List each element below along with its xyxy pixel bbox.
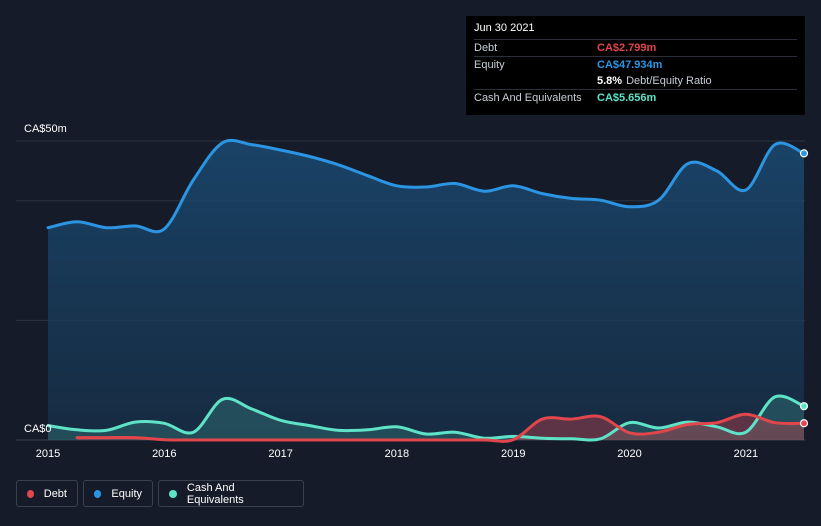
- y-axis-bottom-label: CA$0: [24, 423, 52, 435]
- x-tick-2016: 2016: [152, 448, 176, 460]
- x-tick-2015: 2015: [36, 448, 60, 460]
- debt-line: [75, 412, 806, 443]
- x-tick-2017: 2017: [268, 448, 292, 460]
- series-end-markers: [799, 149, 809, 428]
- tooltip-ratio-value: 5.8%: [597, 75, 623, 87]
- tooltip-ratio-row: 5.8% Debt/Equity Ratio: [474, 73, 797, 89]
- cash-dot-icon: [169, 489, 177, 498]
- tooltip-equity-label: Equity: [474, 59, 505, 71]
- legend-equity-label: Equity: [111, 487, 142, 500]
- tooltip-debt-label: Debt: [474, 42, 498, 54]
- debt-end-marker: [799, 419, 809, 428]
- x-tick-2018: 2018: [385, 448, 409, 460]
- data-tooltip: Jun 30 2021 Debt CA$2.799m Equity CA$47.…: [466, 16, 805, 115]
- tooltip-debt-row: Debt CA$2.799m: [474, 39, 797, 56]
- legend-cash-label: Cash And Equivalents: [186, 481, 244, 506]
- debt-dot-icon: [27, 489, 34, 498]
- legend-cash-button[interactable]: Cash And Equivalents: [158, 480, 304, 507]
- tooltip-cash-value: CA$5.656m: [597, 92, 657, 104]
- tooltip-ratio-label: Debt/Equity Ratio: [626, 75, 712, 87]
- legend-equity-button[interactable]: Equity: [83, 480, 153, 507]
- tooltip-equity-row: Equity CA$47.934m: [474, 56, 797, 73]
- y-axis-top-label: CA$50m: [24, 123, 67, 135]
- equity-area: [48, 140, 804, 440]
- tooltip-cash-row: Cash And Equivalents CA$5.656m: [474, 89, 797, 106]
- x-tick-2020: 2020: [617, 448, 641, 460]
- cash-line: [46, 394, 806, 442]
- debt-area: [77, 414, 805, 442]
- tooltip-equity-value: CA$47.934m: [597, 59, 663, 71]
- equity-line: [46, 138, 806, 234]
- equity-dot-icon: [94, 489, 102, 498]
- legend-debt-label: Debt: [43, 487, 67, 500]
- legend-debt-button[interactable]: Debt: [16, 480, 78, 507]
- x-axis-ticks: 2015 2016 2017 2018 2019 2020 2021: [36, 448, 758, 460]
- series-lines: [46, 138, 806, 443]
- x-tick-2021: 2021: [734, 448, 758, 460]
- equity-end-marker: [799, 149, 809, 158]
- tooltip-date: Jun 30 2021: [474, 22, 535, 34]
- cash-area: [48, 395, 804, 441]
- tooltip-cash-label: Cash And Equivalents: [474, 92, 582, 104]
- tooltip-debt-value: CA$2.799m: [597, 42, 657, 54]
- x-tick-2019: 2019: [501, 448, 525, 460]
- series-areas: [48, 140, 805, 442]
- cash-end-marker: [799, 402, 809, 411]
